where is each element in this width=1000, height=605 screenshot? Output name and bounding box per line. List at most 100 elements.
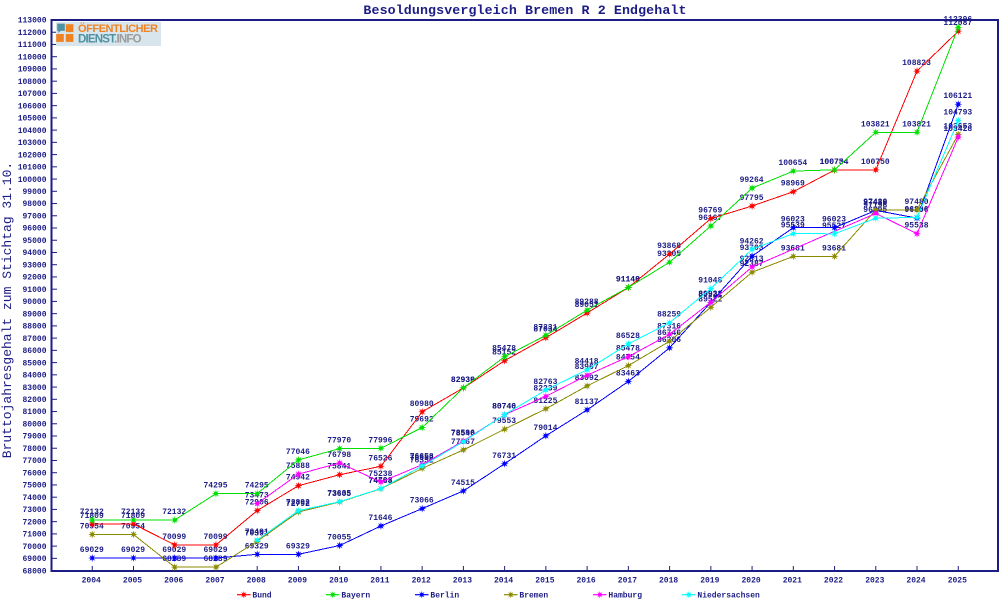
- svg-text:93000: 93000: [22, 261, 46, 270]
- svg-text:98969: 98969: [781, 180, 805, 189]
- svg-text:111000: 111000: [18, 41, 47, 50]
- svg-text:103821: 103821: [861, 120, 890, 129]
- svg-text:81225: 81225: [533, 397, 557, 406]
- svg-text:97480: 97480: [863, 198, 887, 207]
- svg-text:70954: 70954: [121, 523, 145, 532]
- svg-text:2016: 2016: [576, 577, 595, 586]
- svg-text:79553: 79553: [492, 417, 516, 426]
- svg-text:70099: 70099: [203, 533, 227, 542]
- svg-text:76798: 76798: [327, 451, 351, 460]
- svg-text:70491: 70491: [245, 528, 269, 537]
- svg-text:69029: 69029: [203, 546, 227, 555]
- svg-text:82763: 82763: [533, 378, 557, 387]
- svg-text:2015: 2015: [535, 577, 554, 586]
- svg-text:91140: 91140: [616, 276, 640, 285]
- svg-text:79000: 79000: [22, 433, 46, 442]
- svg-text:80740: 80740: [492, 403, 516, 412]
- svg-text:71000: 71000: [22, 531, 46, 540]
- svg-text:110000: 110000: [18, 53, 47, 62]
- svg-text:100754: 100754: [820, 158, 849, 167]
- svg-text:90000: 90000: [22, 298, 46, 307]
- svg-text:74942: 74942: [286, 474, 310, 483]
- svg-text:69029: 69029: [80, 546, 104, 555]
- svg-text:Bund: Bund: [252, 591, 271, 600]
- svg-text:104793: 104793: [943, 108, 972, 117]
- svg-text:74295: 74295: [203, 482, 227, 491]
- svg-text:72000: 72000: [22, 518, 46, 527]
- svg-text:104000: 104000: [18, 127, 47, 136]
- svg-text:77996: 77996: [368, 436, 392, 445]
- svg-text:82930: 82930: [451, 376, 475, 385]
- svg-text:92000: 92000: [22, 274, 46, 283]
- svg-text:93868: 93868: [657, 242, 681, 251]
- svg-text:96023: 96023: [822, 216, 846, 225]
- svg-text:112396: 112396: [943, 15, 972, 24]
- svg-text:2017: 2017: [618, 577, 637, 586]
- svg-text:105000: 105000: [18, 115, 47, 124]
- svg-text:100654: 100654: [778, 159, 807, 168]
- svg-text:80980: 80980: [410, 400, 434, 409]
- svg-text:91048: 91048: [698, 277, 722, 286]
- svg-text:76552: 76552: [410, 454, 434, 463]
- svg-text:2024: 2024: [906, 577, 925, 586]
- svg-text:69029: 69029: [121, 546, 145, 555]
- svg-text:71809: 71809: [80, 512, 104, 521]
- svg-text:70099: 70099: [162, 533, 186, 542]
- svg-text:89522: 89522: [698, 295, 722, 304]
- svg-text:91000: 91000: [22, 286, 46, 295]
- svg-text:2022: 2022: [824, 577, 843, 586]
- svg-text:71646: 71646: [368, 514, 392, 523]
- svg-text:99000: 99000: [22, 188, 46, 197]
- svg-text:70055: 70055: [327, 534, 351, 543]
- svg-text:99264: 99264: [740, 176, 764, 185]
- svg-text:Bayern: Bayern: [341, 591, 370, 600]
- svg-text:88000: 88000: [22, 323, 46, 332]
- svg-text:73000: 73000: [22, 506, 46, 515]
- svg-text:113000: 113000: [18, 17, 47, 26]
- svg-text:108823: 108823: [902, 59, 931, 68]
- svg-text:2025: 2025: [948, 577, 967, 586]
- svg-text:112087: 112087: [943, 19, 972, 28]
- svg-text:75238: 75238: [368, 470, 392, 479]
- svg-text:97000: 97000: [22, 213, 46, 222]
- svg-text:2006: 2006: [164, 577, 183, 586]
- svg-text:2008: 2008: [247, 577, 266, 586]
- svg-text:85000: 85000: [22, 359, 46, 368]
- svg-text:109000: 109000: [18, 66, 47, 75]
- svg-text:103821: 103821: [902, 120, 931, 129]
- svg-text:78540: 78540: [451, 430, 475, 439]
- svg-text:2018: 2018: [659, 577, 678, 586]
- svg-text:74515: 74515: [451, 479, 475, 488]
- svg-text:73635: 73635: [327, 490, 351, 499]
- svg-text:83463: 83463: [616, 369, 640, 378]
- svg-text:97196: 97196: [863, 201, 887, 210]
- svg-text:75000: 75000: [22, 482, 46, 491]
- svg-text:2010: 2010: [329, 577, 348, 586]
- svg-text:96000: 96000: [22, 225, 46, 234]
- svg-text:101000: 101000: [18, 164, 47, 173]
- svg-text:83092: 83092: [575, 374, 599, 383]
- svg-text:89932: 89932: [698, 290, 722, 299]
- svg-text:ÖFFENTLICHER: ÖFFENTLICHER: [78, 22, 158, 35]
- svg-text:92813: 92813: [740, 255, 764, 264]
- svg-text:93681: 93681: [822, 244, 846, 253]
- svg-text:89922: 89922: [698, 290, 722, 299]
- svg-text:103653: 103653: [943, 122, 972, 131]
- svg-text:74295: 74295: [245, 482, 269, 491]
- svg-text:89288: 89288: [575, 298, 599, 307]
- svg-text:74000: 74000: [22, 494, 46, 503]
- svg-text:91148: 91148: [616, 275, 640, 284]
- svg-text:Niedersachsen: Niedersachsen: [697, 591, 760, 600]
- svg-text:72132: 72132: [80, 508, 104, 517]
- svg-text:97795: 97795: [740, 194, 764, 203]
- svg-text:86000: 86000: [22, 347, 46, 356]
- svg-text:2009: 2009: [288, 577, 307, 586]
- svg-text:72132: 72132: [162, 508, 186, 517]
- svg-text:106000: 106000: [18, 102, 47, 111]
- svg-text:78596: 78596: [451, 429, 475, 438]
- svg-text:94262: 94262: [740, 237, 764, 246]
- svg-text:85152: 85152: [492, 349, 516, 358]
- svg-text:2004: 2004: [82, 577, 101, 586]
- svg-text:79692: 79692: [410, 416, 434, 425]
- svg-text:97438: 97438: [863, 198, 887, 207]
